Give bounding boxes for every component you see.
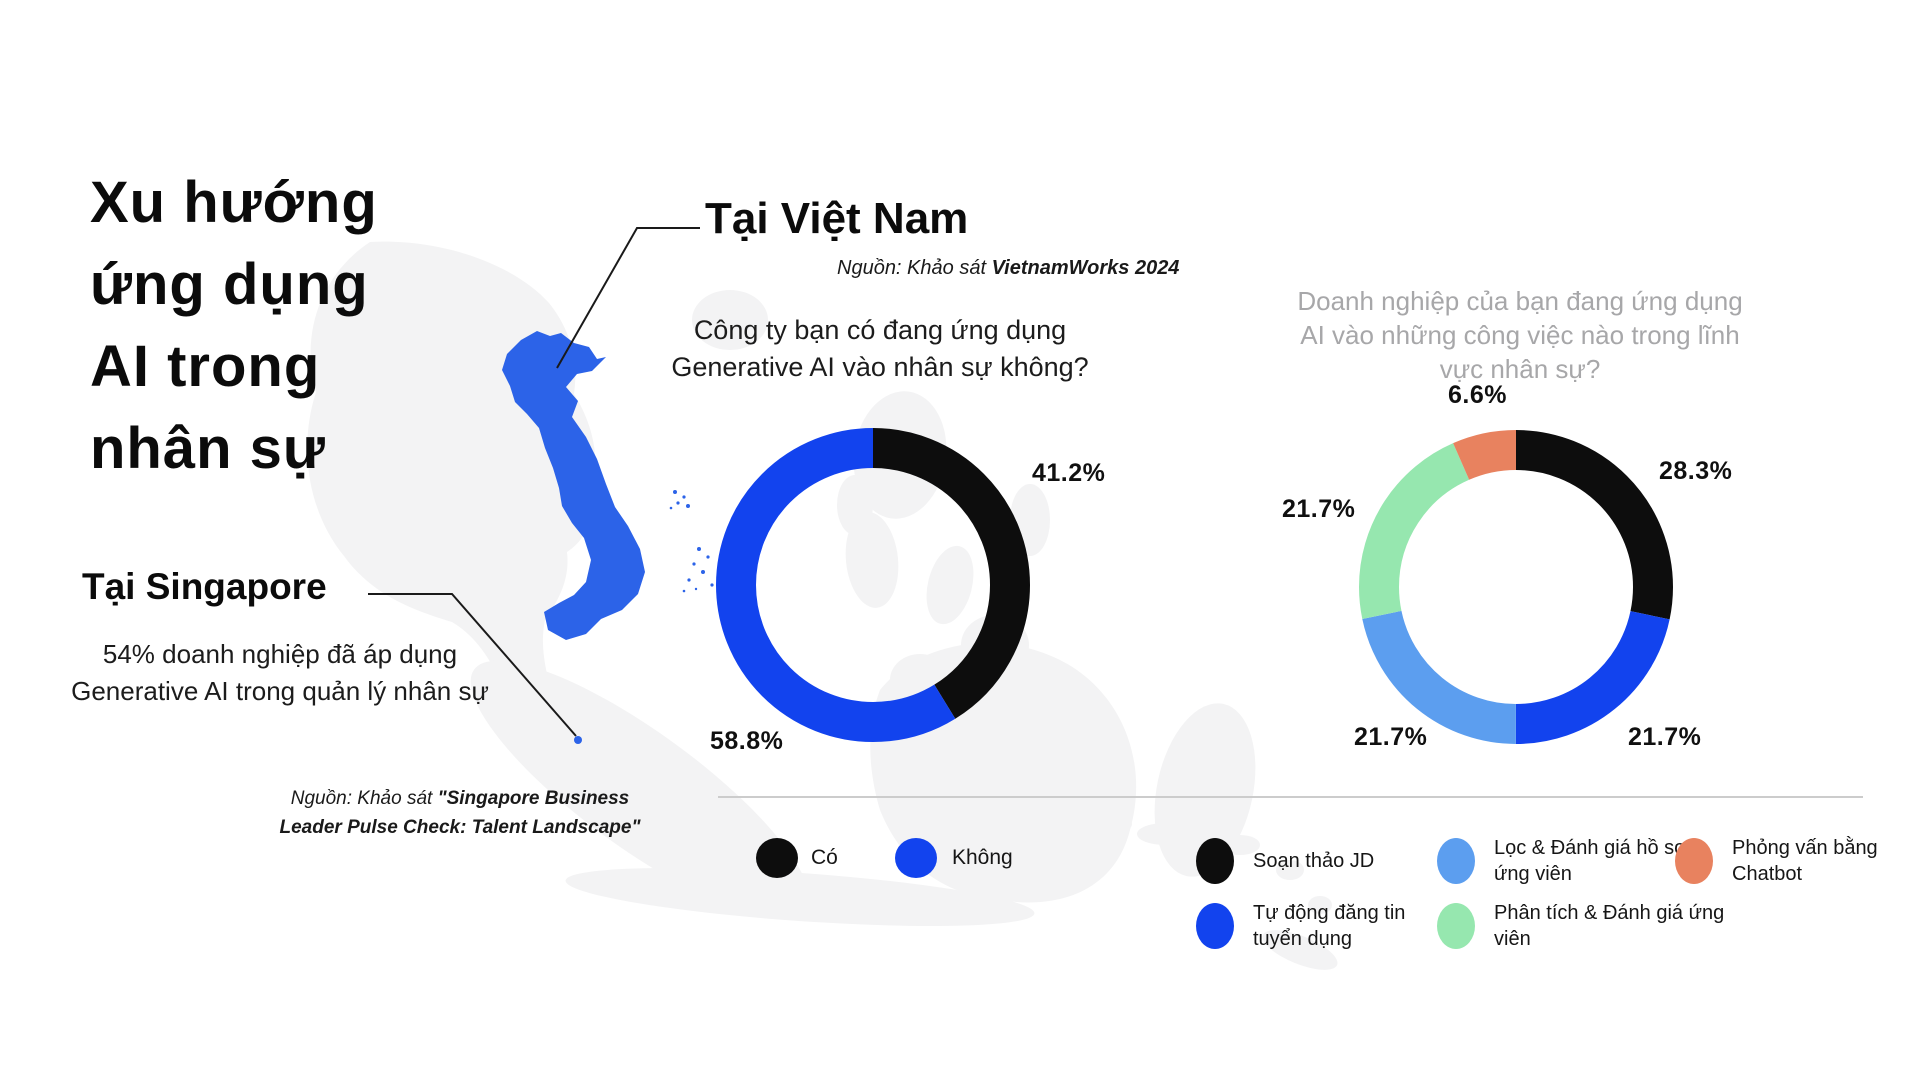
pct-label-tu-dong-dang-tin: 21.7% — [1628, 723, 1702, 751]
legend-dot-coral — [1675, 838, 1713, 884]
singapore-stat-text: 54% doanh nghiệp đã áp dụng Generative A… — [30, 636, 530, 710]
legend1-label-khong: Không — [952, 846, 1013, 869]
singapore-source-note: Nguồn: Khảo sát "Singapore Business Lead… — [250, 784, 670, 842]
donut-chart-genai-adoption — [716, 428, 1030, 742]
legend1-item-co: Có — [756, 838, 838, 878]
map-paracel-islands-dots — [669, 490, 690, 510]
vietnam-source-note: Nguồn: Khảo sát VietnamWorks 2024 — [837, 257, 1180, 279]
map-singapore-dot — [574, 736, 582, 744]
map-sumatra-shape — [470, 660, 810, 920]
map-java-shape — [565, 867, 1035, 927]
legend2-label: Tự động đăng tin tuyển dụng — [1253, 902, 1406, 950]
legend-dot-black — [756, 838, 798, 878]
legend2-label: Soạn thảo JD — [1253, 850, 1375, 872]
legend2-item-phan-tich-danh-gia: Phân tích & Đánh giá ứng viên — [1437, 902, 1725, 950]
chart2-question-line3: vực nhân sự? — [1439, 354, 1601, 384]
pct-label-phong-van-chatbot: 6.6% — [1448, 381, 1507, 409]
page-title-line: ứng dụng — [90, 252, 369, 317]
legend-dot-light-blue — [1437, 838, 1475, 884]
singapore-stat-line2: Generative AI trong quản lý nhân sự — [71, 676, 489, 706]
legend-dot-blue — [1196, 903, 1234, 949]
legend2-item-loc-danh-gia-ho-so: Lọc & Đánh giá hồ sơ ứng viên — [1437, 837, 1688, 885]
legend2-label: Phỏng vấn bằng Chatbot — [1732, 837, 1878, 885]
legend2-item-tu-dong-dang-tin: Tự động đăng tin tuyển dụng — [1196, 902, 1406, 950]
singapore-source-line2: Leader Pulse Check: Talent Landscape" — [279, 817, 641, 838]
chart1-question-line2: Generative AI vào nhân sự không? — [671, 352, 1089, 382]
pct-label-loc-danh-gia: 21.7% — [1354, 723, 1428, 751]
singapore-source-line1: Nguồn: Khảo sát "Singapore Business — [290, 788, 630, 809]
legend2-label: Lọc & Đánh giá hồ sơ ứng viên — [1494, 837, 1688, 885]
chart1-question-line1: Công ty bạn có đang ứng dụng — [693, 315, 1067, 345]
legend-dot-green — [1437, 903, 1475, 949]
vietnam-callout-line — [556, 227, 700, 369]
pct-label-khong: 58.8% — [710, 727, 784, 755]
legend1-item-khong: Không — [895, 838, 1013, 878]
singapore-heading: Tại Singapore — [82, 566, 327, 607]
chart1-question: Công ty bạn có đang ứng dụng Generative … — [630, 312, 1130, 386]
page-title-line: Xu hướng — [90, 170, 378, 235]
vietnam-heading: Tại Việt Nam — [705, 194, 969, 243]
legend-dot-black — [1196, 838, 1234, 884]
singapore-stat-line1: 54% doanh nghiệp đã áp dụng — [102, 639, 458, 669]
pct-label-phan-tich: 21.7% — [1282, 495, 1356, 523]
legend1-label-co: Có — [811, 846, 838, 869]
map-vietnam-shape — [502, 331, 645, 640]
page-title-line: AI trong — [90, 334, 321, 399]
legend-dot-blue — [895, 838, 937, 878]
legend2-item-phong-van-chatbot: Phỏng vấn bằng Chatbot — [1675, 837, 1878, 885]
chart2-question: Doanh nghiệp của bạn đang ứng dụng AI và… — [1290, 284, 1750, 386]
donut-chart-ai-use-cases — [1359, 430, 1673, 744]
chart2-question-line1: Doanh nghiệp của bạn đang ứng dụng — [1297, 286, 1743, 316]
map-hainan-shape — [692, 290, 768, 350]
map-spratly-islands-dots — [682, 547, 714, 593]
legend2-label: Phân tích & Đánh giá ứng viên — [1494, 902, 1725, 950]
pct-label-co: 41.2% — [1032, 459, 1106, 487]
chart2-question-line2: AI vào những công việc nào trong lĩnh — [1300, 320, 1740, 350]
legend2-item-soan-thao-jd: Soạn thảo JD — [1196, 838, 1374, 884]
page-title: Xu hướng ứng dụng AI trong nhân sự — [90, 162, 378, 490]
page-title-line: nhân sự — [90, 416, 326, 481]
pct-label-soan-thao-jd: 28.3% — [1659, 457, 1733, 485]
legend-divider-line — [718, 796, 1863, 798]
singapore-callout-line — [368, 593, 577, 737]
